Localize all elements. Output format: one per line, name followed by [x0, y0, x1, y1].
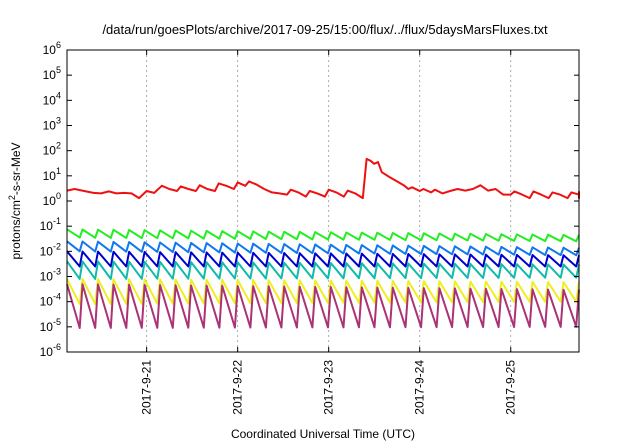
y-axis-label-base: protons/cm — [9, 200, 23, 259]
series-group — [66, 157, 580, 329]
y-tick-exp: -3 — [53, 267, 61, 277]
y-tick-base: 10 — [43, 169, 57, 183]
x-axis: 2017-9-21 2017-9-22 2017-9-23 2017-9-24 2017… — [140, 50, 518, 415]
y-tick-label: 10-2 — [40, 241, 61, 258]
y-axis-label-sup: 2 — [7, 195, 17, 200]
y-tick-label: 10-1 — [40, 216, 61, 233]
series-line-2 — [66, 240, 580, 257]
y-tick-base: 10 — [40, 295, 54, 309]
y-tick-base: 10 — [43, 144, 57, 158]
y-tick-label: 100 — [43, 191, 61, 208]
series-line-6 — [66, 283, 580, 329]
y-tick-exp: 1 — [56, 166, 61, 176]
y-tick-exp: -1 — [53, 216, 61, 226]
series-line-1 — [66, 228, 580, 243]
y-tick-label: 106 — [43, 40, 61, 57]
x-tick-label: 2017-9-23 — [322, 360, 336, 415]
x-axis-label: Coordinated Universal Time (UTC) — [231, 427, 415, 441]
y-tick-base: 10 — [43, 68, 57, 82]
y-tick-exp: -2 — [53, 241, 61, 251]
y-tick-base: 10 — [43, 194, 57, 208]
y-tick-label: 103 — [43, 116, 61, 133]
x-tick-label: 2017-9-24 — [413, 360, 427, 415]
y-tick-exp: 0 — [56, 191, 61, 201]
series-line-3 — [66, 250, 580, 268]
y-tick-label: 102 — [43, 141, 61, 158]
y-tick-exp: 3 — [56, 116, 61, 126]
y-tick-exp: -4 — [53, 292, 61, 302]
y-tick-label: 104 — [43, 90, 61, 107]
y-tick-exp: 2 — [56, 141, 61, 151]
y-tick-exp: -6 — [53, 342, 61, 352]
y-axis: 10-610-510-410-310-210-11001011021031041… — [40, 40, 579, 359]
chart-title: /data/run/goesPlots/archive/2017-09-25/1… — [102, 22, 548, 37]
y-tick-label: 10-4 — [40, 292, 61, 309]
y-tick-exp: 6 — [56, 40, 61, 50]
y-tick-label: 10-3 — [40, 267, 61, 284]
series-line-4 — [66, 260, 580, 280]
y-tick-label: 10-5 — [40, 317, 61, 334]
x-tick-label: 2017-9-21 — [140, 360, 154, 415]
y-tick-base: 10 — [40, 219, 54, 233]
y-tick-label: 105 — [43, 65, 61, 82]
y-tick-base: 10 — [40, 244, 54, 258]
y-tick-exp: -5 — [53, 317, 61, 327]
y-tick-base: 10 — [43, 119, 57, 133]
y-tick-label: 10-6 — [40, 342, 61, 359]
y-tick-base: 10 — [40, 345, 54, 359]
y-tick-base: 10 — [40, 270, 54, 284]
y-tick-base: 10 — [43, 43, 57, 57]
y-tick-base: 10 — [43, 93, 57, 107]
series-line-0 — [66, 157, 580, 200]
y-axis-label-rest: -s-sr-MeV — [9, 142, 23, 195]
y-axis-label: protons/cm2-s-sr-MeV — [7, 142, 23, 259]
series-line-5 — [66, 278, 580, 306]
y-tick-base: 10 — [40, 320, 54, 334]
x-tick-label: 2017-9-22 — [231, 360, 245, 415]
y-tick-exp: 5 — [56, 65, 61, 75]
x-tick-label: 2017-9-25 — [504, 360, 518, 415]
y-tick-label: 101 — [43, 166, 61, 183]
y-tick-exp: 4 — [56, 90, 61, 100]
